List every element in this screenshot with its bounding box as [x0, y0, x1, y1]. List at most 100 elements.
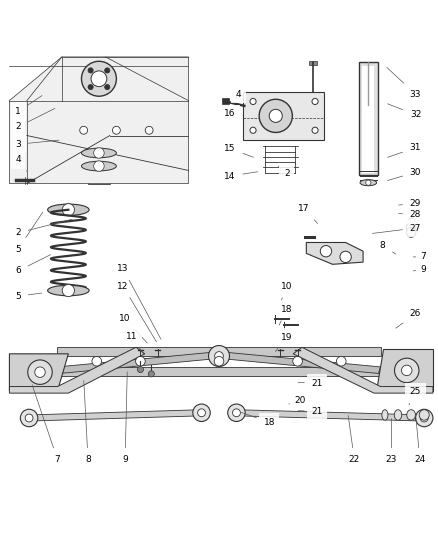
Text: 21: 21 [298, 378, 323, 387]
Polygon shape [57, 367, 381, 376]
Circle shape [92, 357, 102, 366]
Circle shape [320, 246, 332, 257]
Text: 13: 13 [117, 264, 161, 339]
Circle shape [214, 357, 224, 366]
Circle shape [312, 127, 318, 133]
Text: 18: 18 [241, 413, 275, 427]
Text: 10: 10 [120, 314, 147, 343]
Text: 2: 2 [279, 166, 290, 179]
Circle shape [94, 161, 104, 171]
Circle shape [312, 99, 318, 104]
Text: 16: 16 [224, 109, 243, 118]
Text: 22: 22 [348, 416, 360, 464]
Circle shape [145, 126, 153, 134]
Polygon shape [44, 72, 158, 85]
Text: 4: 4 [236, 90, 241, 99]
Text: 11: 11 [126, 332, 143, 354]
Ellipse shape [360, 180, 377, 185]
Circle shape [336, 357, 346, 366]
Circle shape [28, 360, 52, 384]
Text: 21: 21 [298, 407, 323, 416]
Circle shape [88, 68, 93, 73]
Text: 8: 8 [380, 241, 396, 254]
Text: 15: 15 [224, 144, 254, 157]
Circle shape [228, 404, 245, 422]
Circle shape [88, 84, 93, 90]
Polygon shape [57, 348, 381, 356]
Text: 17: 17 [298, 204, 318, 223]
Circle shape [208, 345, 230, 367]
Polygon shape [57, 352, 221, 374]
Ellipse shape [419, 410, 429, 420]
Circle shape [395, 358, 419, 383]
Text: 8: 8 [84, 381, 91, 464]
Circle shape [402, 365, 412, 376]
Ellipse shape [382, 410, 388, 420]
Circle shape [35, 367, 45, 377]
Circle shape [340, 251, 351, 263]
Circle shape [259, 99, 292, 133]
Polygon shape [29, 410, 201, 421]
Text: 14: 14 [224, 172, 258, 181]
Circle shape [193, 404, 210, 422]
Text: 26: 26 [396, 309, 421, 328]
Circle shape [105, 68, 110, 73]
Ellipse shape [48, 285, 89, 296]
Circle shape [269, 109, 283, 123]
Text: 6: 6 [15, 255, 51, 276]
Polygon shape [10, 354, 68, 391]
Circle shape [420, 414, 428, 422]
Circle shape [105, 84, 110, 90]
Text: 7: 7 [413, 253, 426, 261]
Circle shape [20, 409, 38, 427]
Circle shape [406, 228, 416, 237]
Circle shape [138, 367, 144, 373]
Circle shape [62, 204, 74, 216]
Circle shape [250, 99, 256, 104]
Text: 5: 5 [15, 292, 42, 301]
Polygon shape [309, 61, 317, 65]
Circle shape [250, 127, 256, 133]
Circle shape [62, 285, 74, 297]
Text: 5: 5 [15, 212, 43, 254]
Text: 31: 31 [388, 143, 421, 157]
Circle shape [136, 357, 145, 366]
Circle shape [25, 414, 33, 422]
Polygon shape [362, 66, 374, 173]
Polygon shape [10, 57, 188, 183]
Circle shape [293, 357, 302, 366]
Polygon shape [243, 92, 324, 140]
Ellipse shape [48, 204, 89, 215]
Polygon shape [217, 352, 381, 374]
Circle shape [113, 126, 120, 134]
Text: 9: 9 [122, 372, 128, 464]
Polygon shape [359, 62, 378, 175]
Text: 27: 27 [372, 223, 421, 233]
Ellipse shape [394, 410, 402, 420]
Circle shape [366, 180, 371, 185]
Text: 4: 4 [15, 155, 27, 171]
Text: 1: 1 [15, 95, 42, 116]
Text: 24: 24 [414, 416, 425, 464]
Circle shape [91, 71, 107, 87]
Text: 12: 12 [117, 281, 156, 342]
Circle shape [198, 409, 205, 417]
Polygon shape [88, 138, 110, 183]
Text: 33: 33 [387, 68, 421, 99]
Circle shape [416, 409, 433, 427]
Circle shape [81, 61, 117, 96]
Text: 10: 10 [281, 281, 293, 301]
Text: 28: 28 [399, 211, 421, 220]
Circle shape [94, 148, 104, 158]
Text: 9: 9 [413, 265, 426, 274]
Polygon shape [237, 410, 424, 421]
Text: 7: 7 [32, 385, 60, 464]
Text: 25: 25 [409, 387, 421, 405]
Ellipse shape [81, 148, 117, 158]
Polygon shape [222, 98, 229, 104]
Text: 32: 32 [388, 104, 421, 119]
Text: 2: 2 [15, 219, 72, 237]
Circle shape [215, 352, 223, 360]
Polygon shape [293, 348, 433, 393]
Polygon shape [10, 348, 145, 393]
